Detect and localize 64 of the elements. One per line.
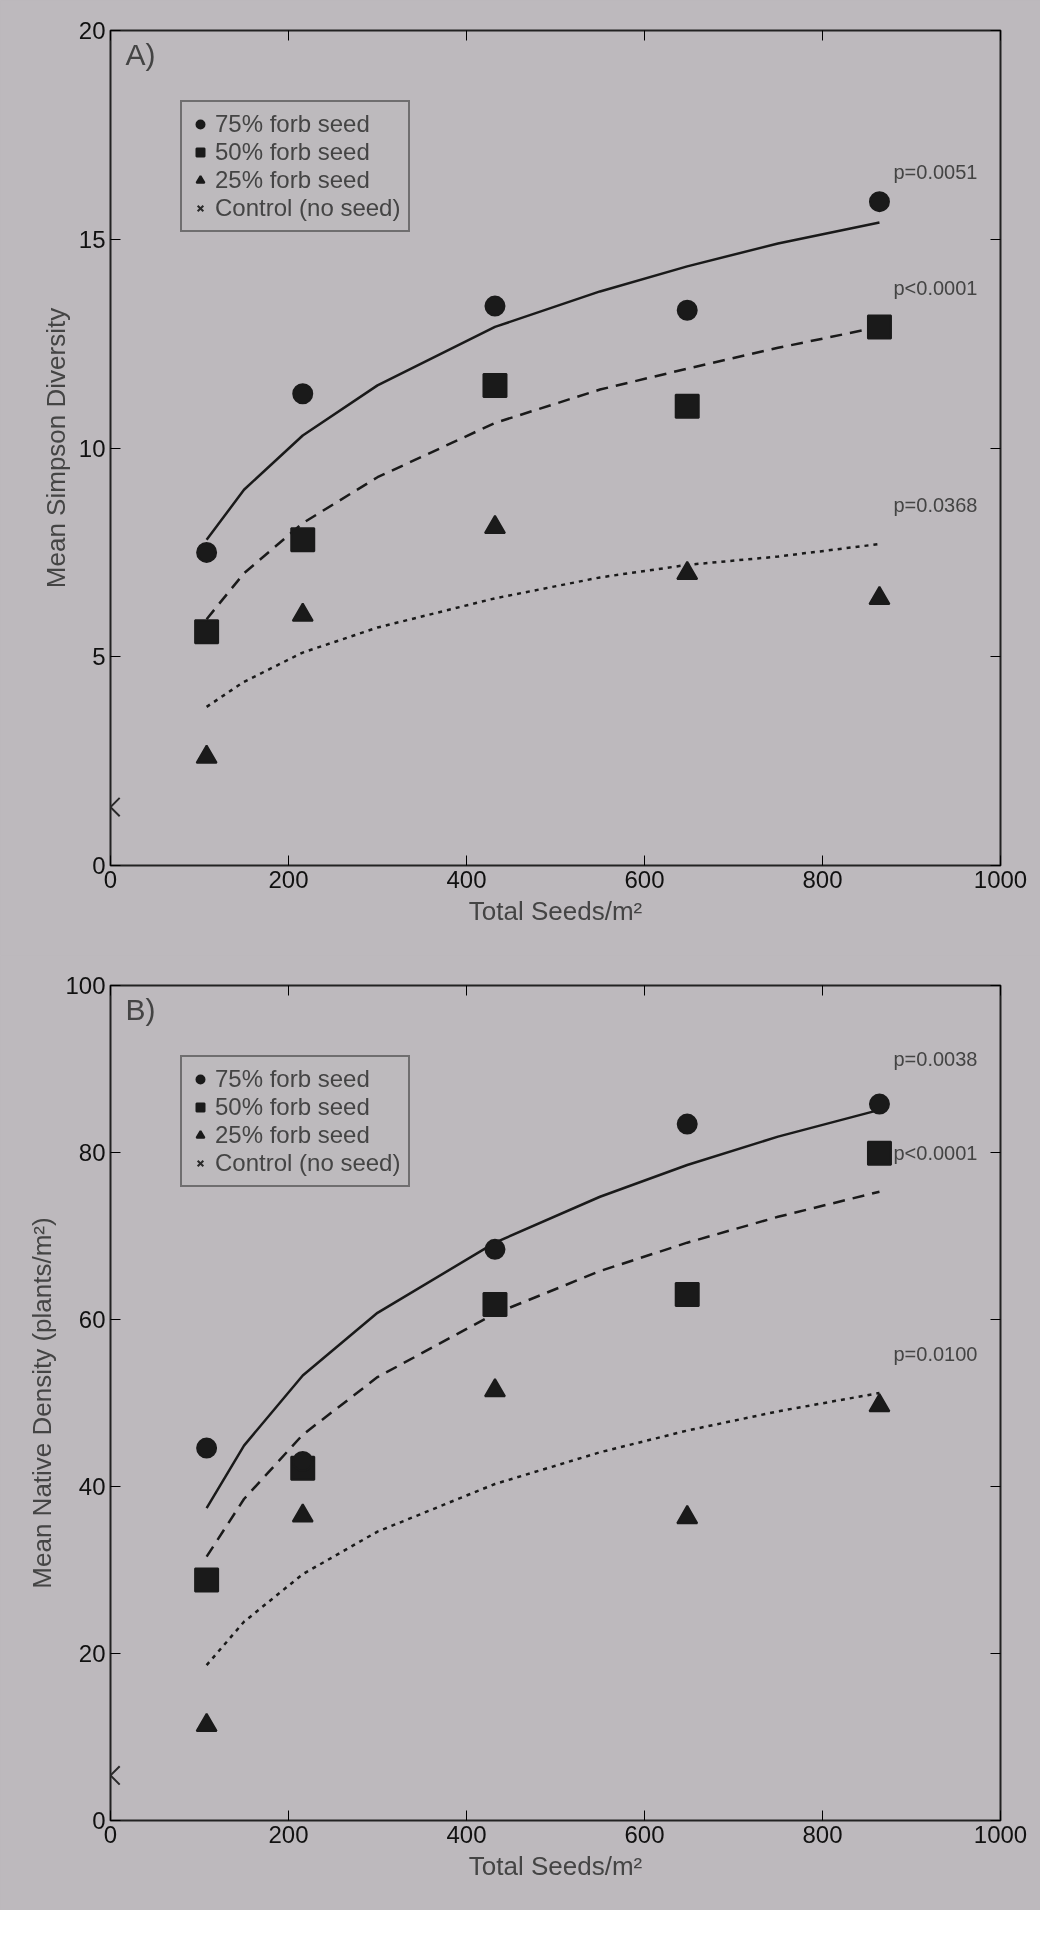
- point: [484, 295, 506, 317]
- legend-label: 25% forb seed: [215, 166, 370, 194]
- x-tick-label: 800: [802, 1820, 843, 1848]
- x-tick-label: 1000: [973, 1820, 1028, 1848]
- y-axis-title: Mean Native Density (plants/m²): [27, 1217, 58, 1589]
- line-series: [205, 542, 881, 709]
- point: [868, 1093, 890, 1115]
- x-tick-label: 200: [268, 1820, 309, 1848]
- y-tick-label: 80: [78, 1139, 106, 1166]
- y-tick-label: 100: [65, 972, 106, 999]
- x-tick-label: 400: [446, 1820, 487, 1848]
- x-tick-label: 800: [802, 865, 843, 893]
- x-tick-label: 1000: [973, 865, 1028, 893]
- legend-label: Control (no seed): [215, 1149, 401, 1177]
- annotation: p<0.0001: [893, 276, 978, 299]
- point: [868, 191, 890, 213]
- chart-title: B): [125, 992, 156, 1026]
- y-tick-label: 15: [78, 225, 106, 253]
- x-axis-title: Total Seeds/m²: [468, 1850, 643, 1881]
- y-axis-title: Mean Simpson Diversity: [40, 307, 71, 589]
- point: [674, 393, 700, 419]
- point: [196, 1437, 218, 1459]
- x-tick-label: 600: [624, 865, 665, 893]
- legend-label: 75% forb seed: [215, 110, 370, 138]
- annotation: p=0.0368: [893, 494, 978, 517]
- y-tick-label: 20: [78, 1640, 106, 1667]
- point: [676, 1113, 698, 1135]
- point: [195, 1712, 218, 1733]
- line-series: [205, 1190, 881, 1558]
- point: [483, 514, 506, 535]
- point: [866, 314, 892, 340]
- point: [195, 744, 218, 764]
- legend-label: 75% forb seed: [215, 1065, 370, 1093]
- y-tick-label: 60: [78, 1306, 106, 1333]
- point: [484, 1238, 506, 1260]
- annotation: p=0.0038: [893, 1047, 978, 1070]
- point: [291, 602, 314, 622]
- legend-label: Control (no seed): [215, 194, 401, 222]
- y-tick-label: 20: [78, 17, 106, 44]
- x-tick-label: 400: [446, 865, 487, 893]
- point: [482, 372, 508, 398]
- x-tick-label: 600: [624, 1820, 665, 1848]
- point: [194, 1567, 220, 1593]
- point: [868, 585, 891, 606]
- point: [290, 527, 316, 553]
- chart-title: A): [125, 37, 156, 71]
- y-tick-label: 10: [78, 434, 106, 462]
- legend-label: 50% forb seed: [215, 138, 370, 166]
- point: [674, 1281, 700, 1307]
- point: [676, 299, 698, 321]
- annotation: p=0.0051: [893, 160, 978, 183]
- annotation: p<0.0001: [893, 1141, 978, 1164]
- y-tick-label: 40: [78, 1473, 106, 1500]
- point: [196, 541, 218, 563]
- annotation: p=0.0100: [893, 1342, 978, 1365]
- legend-label: 25% forb seed: [215, 1121, 370, 1149]
- point: [676, 560, 699, 581]
- point: [482, 1291, 508, 1317]
- x-tick-label: 200: [268, 865, 309, 893]
- point: [292, 383, 314, 405]
- y-tick-label: 5: [92, 643, 106, 671]
- point: [866, 1140, 892, 1166]
- legend-label: 50% forb seed: [215, 1093, 370, 1121]
- x-axis-title: Total Seeds/m²: [468, 895, 643, 926]
